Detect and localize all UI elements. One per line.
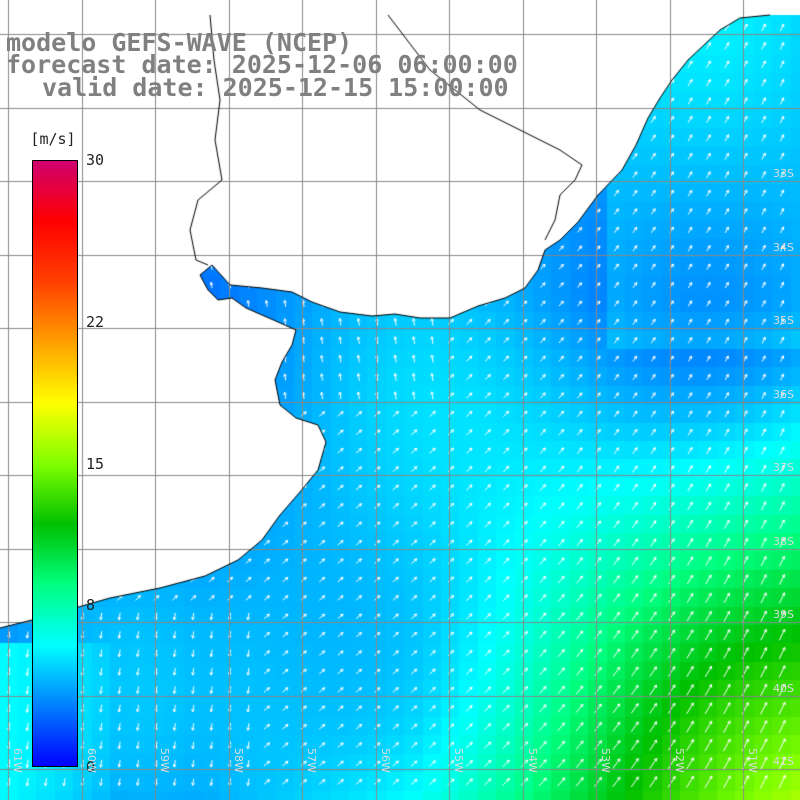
colorbar-tick-label: 15: [86, 454, 105, 473]
lat-label: 38S: [773, 534, 794, 548]
colorbar-tick-label: 0: [86, 758, 96, 776]
forecast-date: forecast date: 2025-12-06 06:00:00: [6, 50, 518, 79]
lon-label: 55W: [452, 748, 465, 773]
lon-label: 52W: [672, 748, 686, 773]
lon-label: 58W: [231, 748, 245, 773]
lon-label: 53W: [599, 748, 612, 773]
lat-label: 36S: [773, 387, 794, 401]
colorbar-tick-label: 22: [86, 312, 105, 331]
lat-label: 33S: [773, 167, 794, 180]
lat-label: 34S: [773, 240, 794, 254]
model-title: modelo GEFS-WAVE (NCEP): [6, 28, 353, 57]
lon-label: 57W: [305, 748, 318, 773]
colorbar-tick-label: 8: [86, 596, 96, 615]
colorbar: [32, 160, 78, 767]
lat-label: 35S: [773, 314, 794, 327]
lon-label: 56W: [378, 748, 392, 773]
valid-date: valid date: 2025-12-15 15:00:00: [42, 73, 509, 102]
lat-label: 37S: [773, 461, 794, 474]
lon-label: 60W: [84, 748, 98, 773]
lat-label: 41S: [773, 755, 794, 768]
lon-label: 51W: [746, 748, 759, 773]
colorbar-unit: [m/s]: [30, 130, 76, 148]
colorbar-tick-label: 30: [86, 151, 105, 169]
lon-label: 61W: [11, 748, 24, 773]
lon-label: 54W: [525, 748, 539, 773]
lon-label: 59W: [158, 748, 171, 773]
lat-label: 40S: [773, 681, 794, 695]
lat-label: 39S: [773, 608, 794, 621]
